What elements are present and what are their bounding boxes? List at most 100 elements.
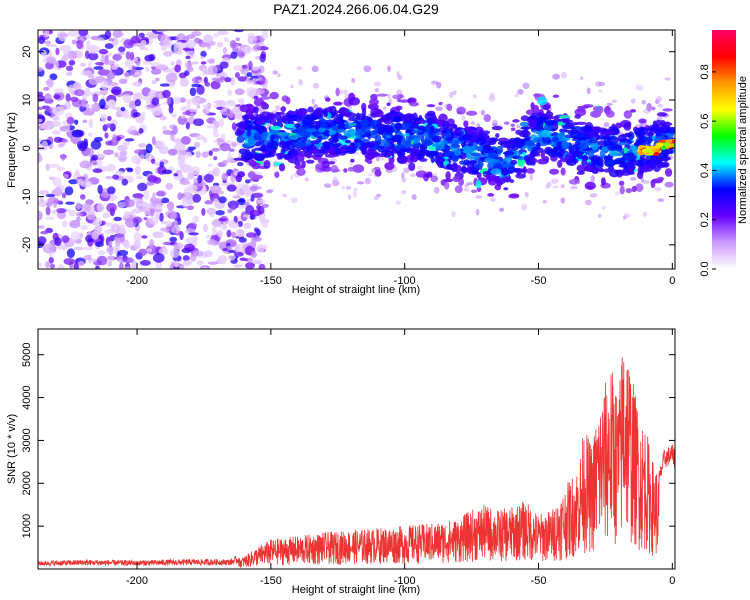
heatmap-cell [308, 149, 313, 155]
heatmap-cell [93, 161, 98, 165]
heatmap-cell [386, 102, 391, 106]
heatmap-cell [579, 140, 588, 150]
heatmap-cell [664, 77, 671, 81]
heatmap-cell [160, 45, 167, 51]
heatmap-cell [343, 168, 348, 173]
heatmap-cell [510, 159, 518, 165]
heatmap-cell [338, 89, 345, 95]
heatmap-cell [331, 168, 341, 173]
heatmap-cell [205, 234, 212, 239]
heatmap-cell [244, 120, 255, 126]
heatmap-cell [156, 141, 165, 148]
heatmap-cell [114, 239, 121, 247]
heatmap-cell [386, 151, 392, 158]
heatmap-cell [59, 44, 72, 53]
heatmap-cell [488, 175, 496, 181]
heatmap-cell [644, 131, 655, 137]
heatmap-cell [182, 198, 188, 208]
heatmap-cell [66, 248, 75, 259]
heatmap-cell [258, 263, 266, 269]
heatmap-cell [377, 145, 386, 153]
heatmap-cell [591, 166, 604, 172]
heatmap-cell [237, 76, 248, 82]
heatmap-cell [229, 40, 237, 49]
heatmap-cell [352, 190, 357, 198]
heatmap-cell [96, 37, 105, 42]
heatmap-cell [246, 198, 252, 203]
x-tick-label: -100 [394, 275, 416, 287]
heatmap-cell [80, 203, 92, 213]
heatmap-cell [479, 161, 484, 167]
y-tick-label: 2000 [21, 471, 33, 495]
heatmap-cell [327, 161, 336, 165]
heatmap-cell [280, 147, 286, 154]
heatmap-cell [445, 171, 451, 181]
heatmap-cell [131, 260, 138, 269]
heatmap-cell [123, 266, 132, 269]
heatmap-cell [332, 137, 339, 143]
plot-frame-bottom [37, 328, 676, 570]
heatmap-cell [48, 163, 60, 168]
heatmap-cell [215, 210, 225, 216]
colorbar-tick-label: 0.0 [699, 261, 711, 276]
heatmap-cell [245, 179, 251, 184]
heatmap-cell [296, 168, 306, 176]
heatmap-cell [216, 41, 223, 48]
heatmap-cell [430, 156, 435, 164]
heatmap-cell [579, 76, 584, 80]
heatmap-cell [496, 145, 504, 154]
heatmap-cell [140, 112, 146, 122]
heatmap-cell [165, 72, 178, 83]
heatmap-cell [122, 141, 131, 146]
heatmap-cell [119, 150, 128, 156]
heatmap-cell [160, 220, 168, 225]
heatmap-cell [353, 188, 358, 192]
heatmap-cell [515, 173, 527, 179]
heatmap-cell [253, 192, 264, 199]
heatmap-cell [259, 53, 266, 63]
heatmap-cell [289, 174, 294, 181]
heatmap-cell [348, 117, 359, 122]
heatmap-cell [519, 121, 529, 127]
heatmap-cell [178, 158, 186, 166]
x-tick-label: -200 [126, 275, 148, 287]
heatmap-cell [226, 184, 237, 192]
heatmap-cell [522, 82, 530, 89]
heatmap-cell [253, 132, 259, 141]
heatmap-cell [40, 124, 53, 131]
heatmap-cell [333, 101, 343, 106]
heatmap-cell [38, 36, 46, 45]
heatmap-cell [192, 215, 199, 223]
heatmap-cell [361, 124, 371, 133]
heatmap-cell [122, 93, 132, 103]
heatmap-cell [49, 264, 56, 269]
heatmap-cell [584, 181, 596, 190]
heatmap-cell [105, 140, 113, 146]
heatmap-cell [261, 203, 269, 208]
heatmap-cell [556, 132, 566, 141]
heatmap-cell [68, 209, 77, 217]
heatmap-cell [445, 136, 454, 141]
heatmap-cell [350, 158, 355, 163]
heatmap-cell [411, 194, 417, 200]
x-axis-label-bottom: Height of straight line (km) [292, 584, 420, 596]
heatmap-cell [252, 44, 262, 51]
heatmap-cell [451, 210, 456, 218]
colorbar-tick-label: 0.2 [699, 212, 711, 227]
heatmap-cell [278, 141, 289, 148]
heatmap-cell [600, 177, 606, 186]
heatmap-cell [358, 146, 368, 150]
heatmap-cell [470, 152, 482, 156]
heatmap-cell [302, 134, 308, 142]
heatmap-cell [425, 153, 431, 158]
heatmap-cell [317, 135, 323, 143]
heatmap-cell [460, 166, 468, 173]
heatmap-cell [45, 106, 52, 112]
heatmap-cell [375, 123, 387, 128]
heatmap-cell [247, 35, 258, 45]
heatmap-cell [289, 111, 300, 115]
heatmap-cell [244, 201, 251, 206]
heatmap-cell [570, 129, 580, 134]
heatmap-cell [196, 260, 205, 266]
heatmap-cell [337, 135, 349, 140]
